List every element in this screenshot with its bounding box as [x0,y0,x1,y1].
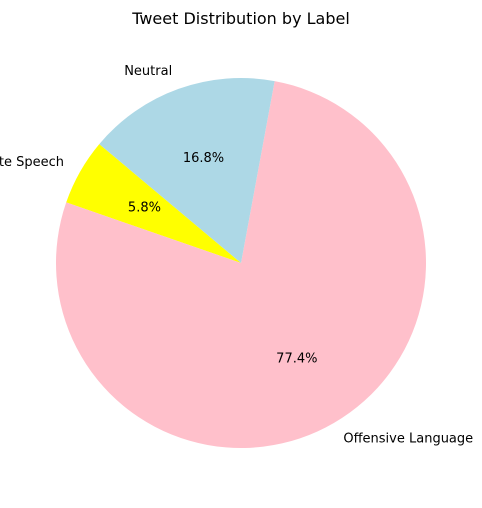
pie-slices [56,78,427,449]
chart-title: Tweet Distribution by Label [131,9,350,28]
pie-category-label: Hate Speech [0,155,64,170]
pie-pct-label: 16.8% [183,151,224,166]
pie-labels: 5.8% Hate Speech 77.4% Offensive Language 16… [0,64,473,446]
pie-pct-label: 5.8% [128,201,161,216]
pie-slice-offensive-language [56,81,427,449]
pie-pct-label: 77.4% [276,351,317,366]
pie-slice-neutral [99,78,275,263]
pie-category-label: Neutral [124,64,172,79]
pie-category-label: Offensive Language [343,431,473,446]
pie-slice-hate-speech [66,144,242,263]
